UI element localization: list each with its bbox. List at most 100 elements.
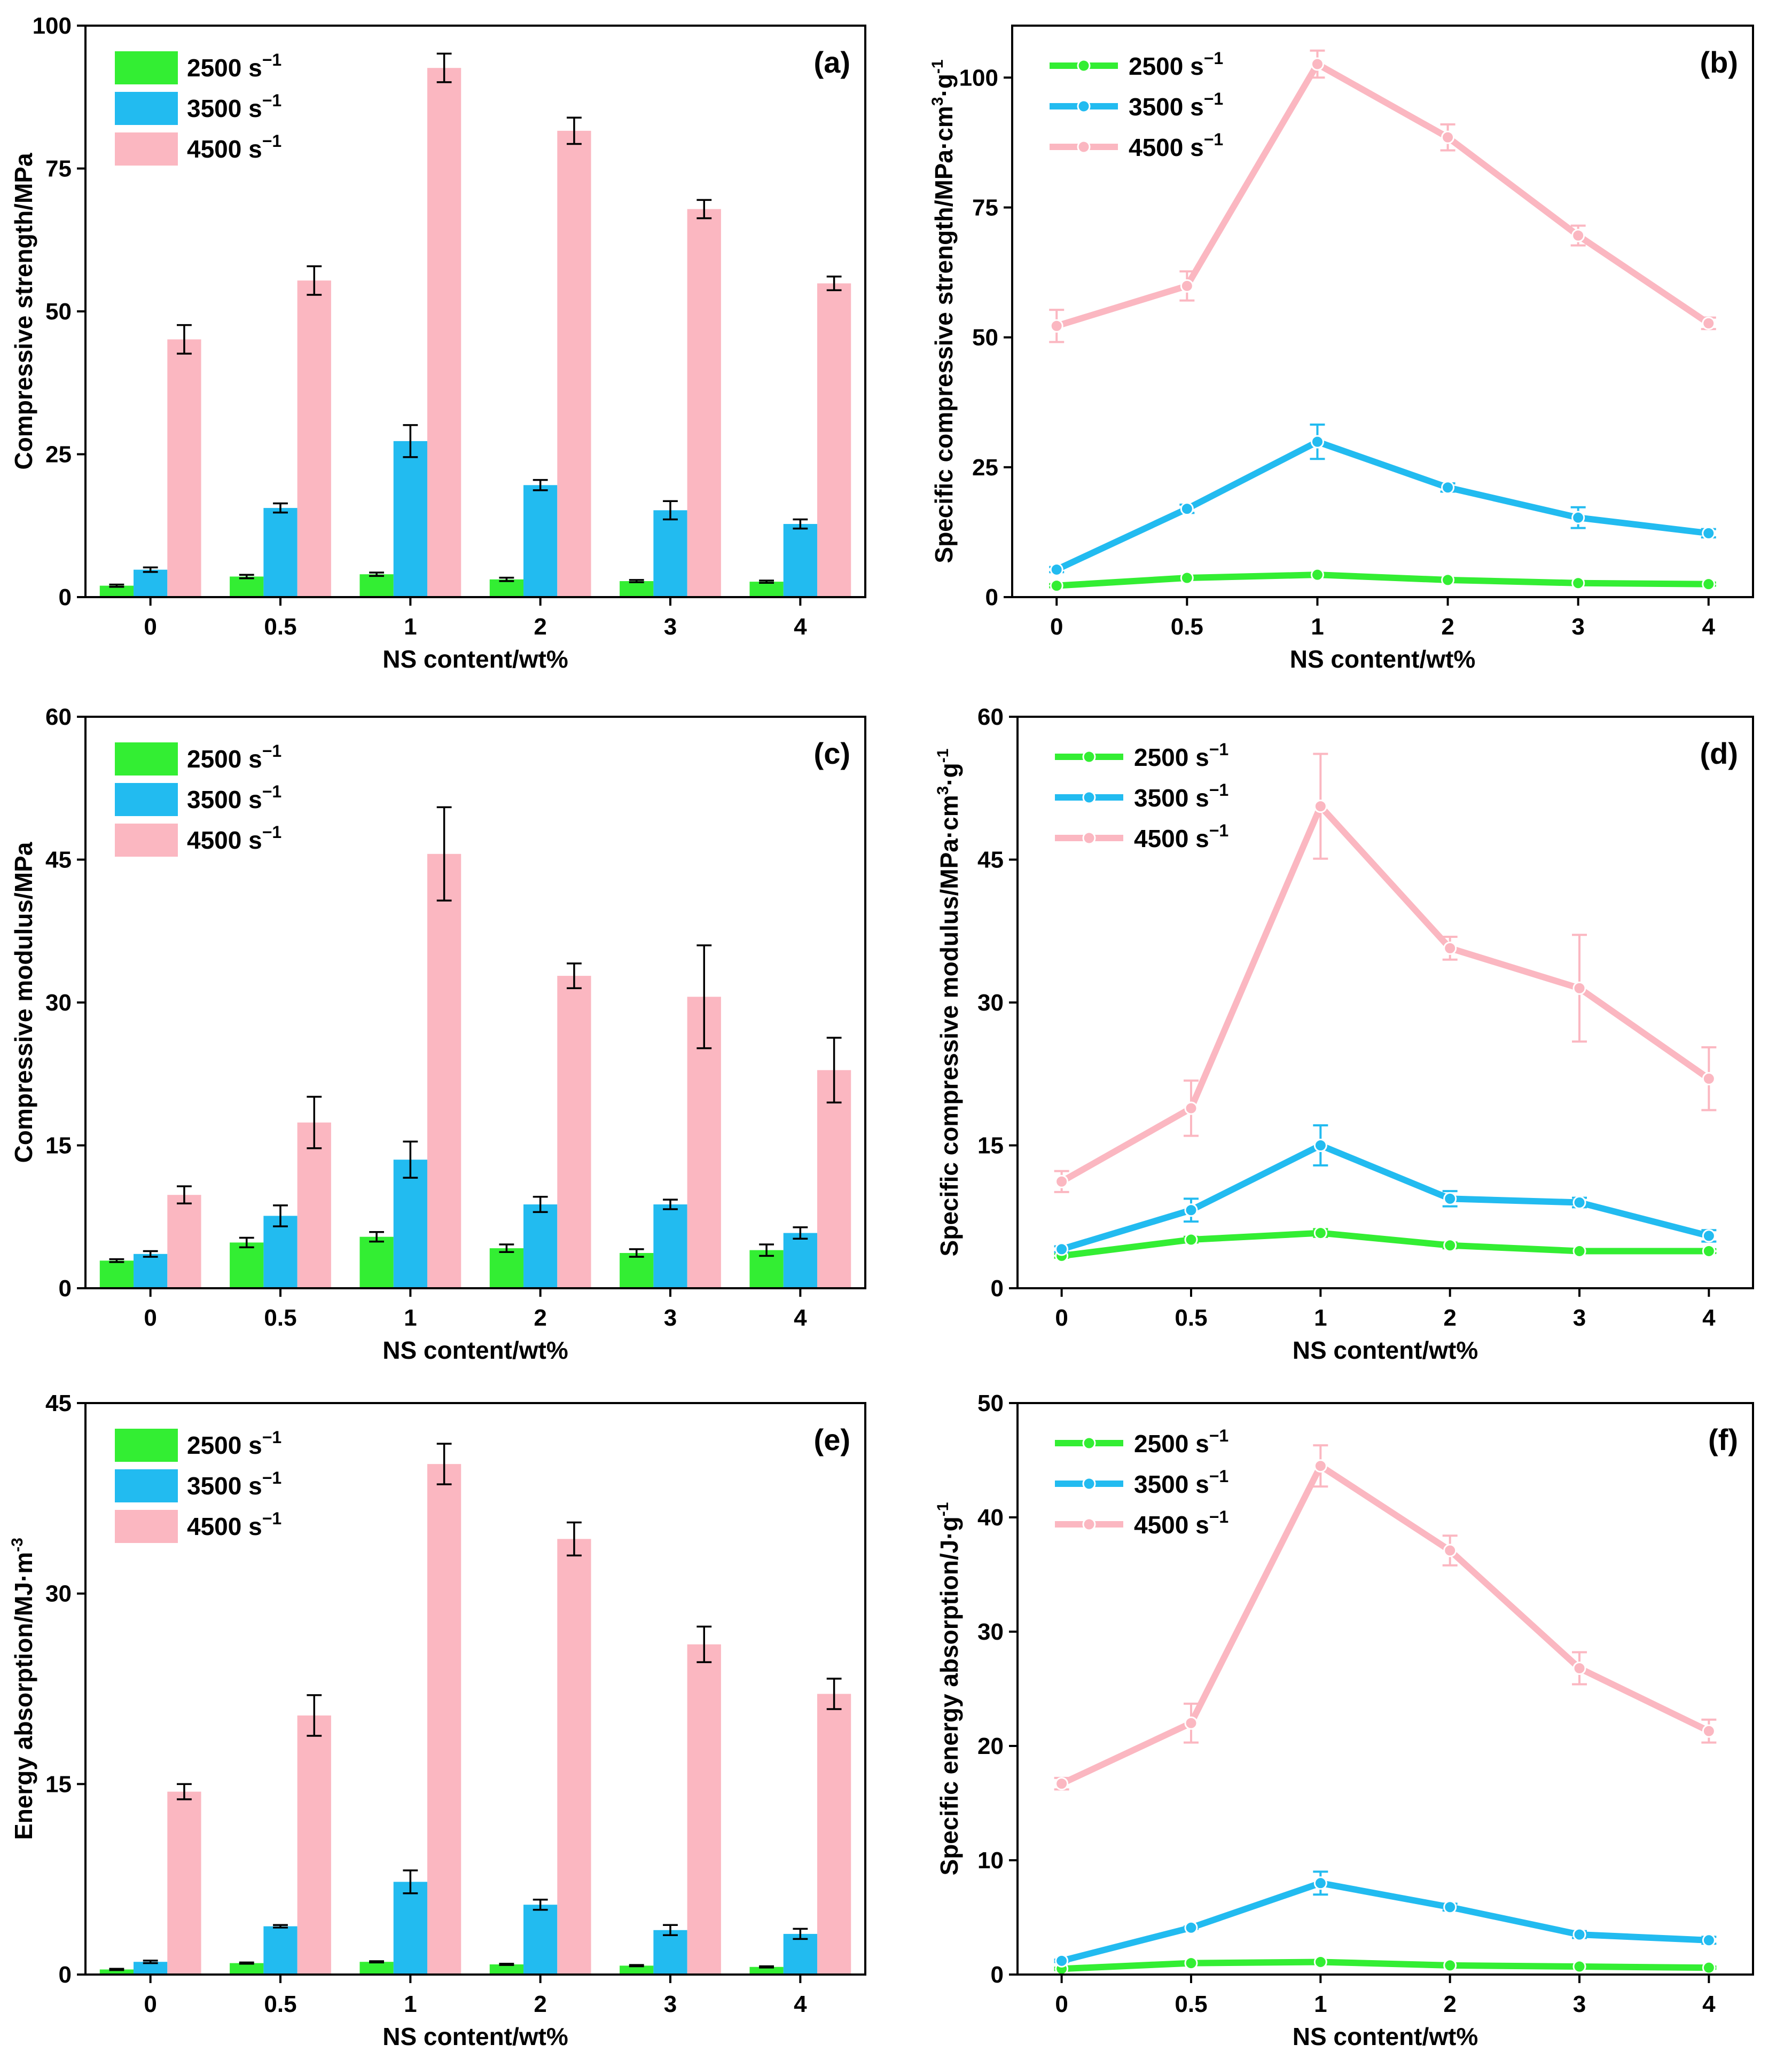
- data-point-f-s2-c3: [1443, 1544, 1457, 1557]
- series-line-d-s2: [1058, 803, 1712, 1185]
- bar-e-s2-c4: [687, 1644, 721, 1975]
- bar-c-s1-c2: [393, 1160, 427, 1288]
- x-tick-label: 0.5: [1175, 1991, 1207, 2017]
- error-bar: [759, 579, 774, 584]
- y-tick-label: 60: [45, 704, 72, 730]
- legend-label: 3500 s−1: [1129, 89, 1223, 121]
- x-tick-label: 0: [1050, 614, 1063, 640]
- error-bar: [499, 1243, 514, 1253]
- x-tick-label: 4: [794, 614, 807, 640]
- legend-marker: [1082, 790, 1096, 804]
- plot-frame: [84, 1402, 866, 1976]
- legend-marker: [1077, 140, 1091, 154]
- x-tick-label: 0.5: [264, 1305, 296, 1331]
- legend-label-sup: −1: [1209, 1426, 1228, 1445]
- chart-panel-f: 0 10 20 30 40 50 0 0.5 1 2 3 4 NS content/wt% Specifi…: [934, 1390, 1754, 2050]
- bar-c-s2-c1: [297, 1122, 331, 1288]
- legend-label-text: 3500 s: [1134, 1470, 1209, 1498]
- y-tick-label: 100: [959, 65, 998, 91]
- data-point-d-s2-c3: [1443, 941, 1457, 955]
- x-axis-title: NS content/wt%: [1293, 2023, 1478, 2050]
- legend-marker: [1082, 750, 1096, 764]
- x-tick-label: 3: [1573, 1305, 1586, 1331]
- panel-tag: (c): [814, 737, 850, 770]
- panel-tag: (f): [1708, 1423, 1738, 1456]
- x-tick-label: 1: [404, 614, 417, 640]
- bar-e-s2-c2: [427, 1464, 461, 1975]
- error-bar: [369, 571, 384, 577]
- y-axis-title-part: ·g: [930, 74, 958, 97]
- series-line-b-s1: [1053, 438, 1712, 573]
- legend-label-text: 2500 s: [187, 1431, 262, 1459]
- error-bar: [273, 1924, 288, 1929]
- bar-a-s2-c0: [167, 339, 201, 597]
- x-tick-label: 3: [1573, 1991, 1586, 2017]
- bar-c-s2-c2: [427, 853, 461, 1288]
- legend-label: 4500 s−1: [1134, 821, 1228, 852]
- legend-label-sup: −1: [1204, 130, 1223, 149]
- x-tick-label: 0: [144, 614, 156, 640]
- data-point-f-s2-c4: [1572, 1661, 1586, 1675]
- bar-c-s0-c2: [359, 1236, 394, 1288]
- legend-label-sup: −1: [262, 91, 281, 110]
- error-bar: [109, 583, 124, 588]
- data-point-b-s0-c1: [1180, 571, 1194, 585]
- data-point-d-s0-c5: [1702, 1244, 1716, 1258]
- error-bar: [759, 1243, 774, 1257]
- y-tick-label: 50: [972, 325, 998, 351]
- bar-a-s1-c0: [134, 569, 168, 597]
- error-bar: [759, 1965, 774, 1969]
- error-bar: [826, 275, 842, 292]
- bar-c-s1-c3: [523, 1204, 558, 1288]
- legend-swatch: [115, 783, 178, 816]
- error-bar: [177, 1783, 192, 1800]
- data-point-f-s1-c3: [1443, 1900, 1457, 1914]
- legend-label: 2500 s−1: [187, 741, 281, 773]
- bar-e-s1-c0: [134, 1962, 168, 1975]
- legend-label-text: 4500 s: [1134, 825, 1209, 852]
- y-tick-label: 20: [977, 1733, 1004, 1759]
- data-point-f-s0-c1: [1184, 1956, 1198, 1970]
- y-axis-title-sup: 3: [934, 786, 952, 795]
- bar-c-s1-c0: [134, 1254, 168, 1288]
- y-tick-label: 75: [972, 194, 998, 221]
- data-point-d-s0-c1: [1184, 1233, 1198, 1247]
- bar-c-s2-c0: [167, 1195, 201, 1288]
- data-point-b-s1-c2: [1310, 435, 1324, 449]
- bar-e-s2-c1: [297, 1715, 331, 1975]
- legend-label: 4500 s−1: [1134, 1507, 1228, 1539]
- y-tick-label: 30: [977, 1619, 1004, 1645]
- y-tick-label: 60: [977, 704, 1004, 730]
- legend-label-sup: −1: [1204, 49, 1223, 68]
- legend-label-sup: −1: [262, 741, 281, 761]
- data-point-b-s1-c3: [1441, 481, 1455, 495]
- error-bar: [436, 52, 452, 83]
- legend-label-text: 4500 s: [187, 1513, 262, 1540]
- x-tick-label: 4: [1702, 1991, 1716, 2017]
- legend-label-sup: −1: [262, 1509, 281, 1528]
- bar-e-s0-c5: [749, 1967, 784, 1975]
- data-point-d-s1-c4: [1572, 1196, 1586, 1209]
- legend-swatch: [115, 1469, 178, 1502]
- x-tick-label: 1: [404, 1991, 417, 2017]
- chart-panel-b: 0 25 50 75 100 0 0.5 1 2 3 4 NS content/wt% Specific…: [929, 25, 1754, 673]
- x-tick-label: 4: [1702, 614, 1716, 640]
- bar-e-s1-c2: [393, 1882, 427, 1975]
- y-axis-title-part: Specific energy absorption/J·g: [935, 1516, 963, 1875]
- data-point-d-s1-c0: [1055, 1242, 1069, 1256]
- legend-label: 2500 s−1: [187, 1428, 281, 1459]
- y-axis-title-part: ·g: [935, 763, 963, 786]
- error-bar: [143, 1960, 158, 1964]
- legend-marker: [1082, 831, 1096, 845]
- x-tick-label: 1: [1314, 1305, 1327, 1331]
- data-point-b-s2-c4: [1571, 229, 1585, 242]
- legend-label-sup: −1: [1209, 740, 1228, 759]
- bar-a-s2-c5: [817, 283, 851, 597]
- y-axis-title: Specific compressive modulus/MPa·cm3·g-1: [934, 749, 963, 1257]
- y-axis-title-sup: -1: [934, 749, 952, 763]
- error-bar: [403, 1869, 418, 1894]
- y-tick-label: 50: [45, 299, 72, 325]
- bar-c-s0-c3: [489, 1248, 524, 1288]
